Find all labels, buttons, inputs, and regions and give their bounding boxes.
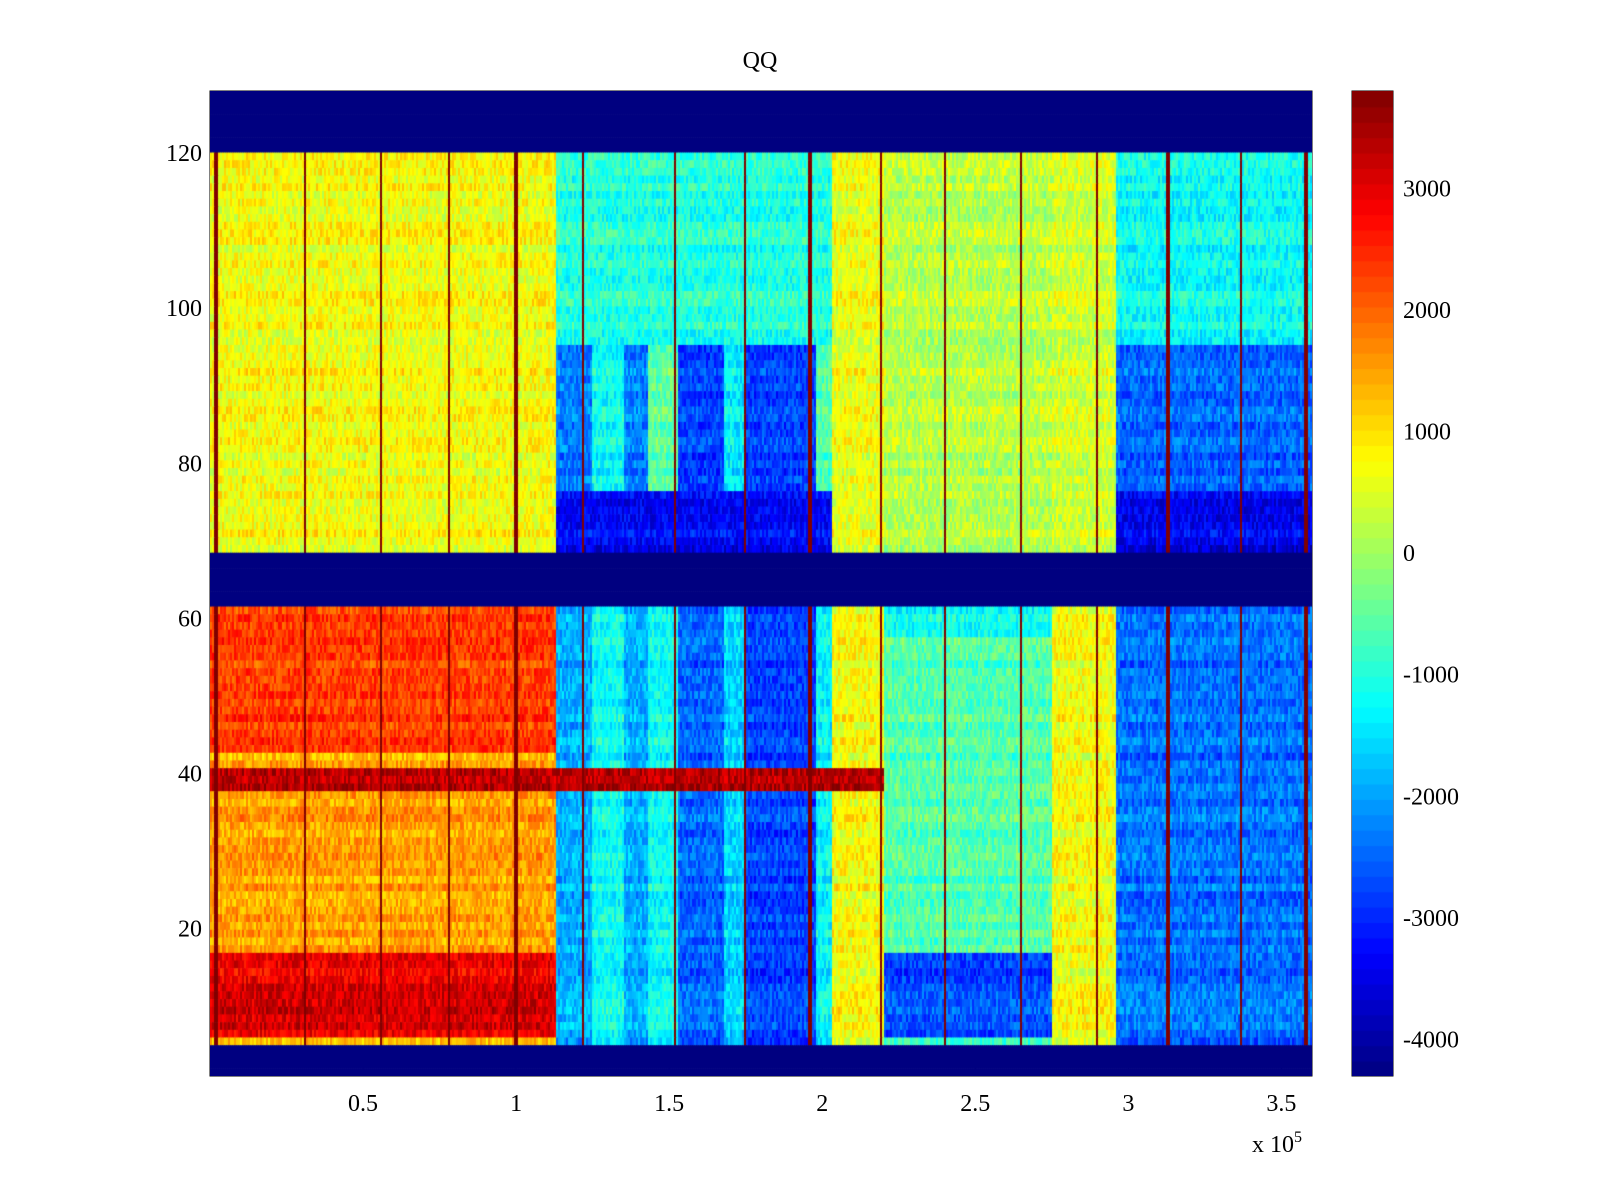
x-multiplier-base: x 10 [1252,1132,1294,1158]
x-multiplier: x 105 [1252,1129,1302,1158]
colorbar-tick-label: 1000 [1403,419,1451,445]
y-tick-label: 40 [178,762,202,788]
colorbar-tick-label: -3000 [1403,906,1459,932]
x-tick-label: 2.5 [960,1091,990,1117]
colorbar-tick-label: -4000 [1403,1028,1459,1054]
colorbar-tick-label: -1000 [1403,663,1459,689]
x-tick-label: 3 [1122,1091,1134,1117]
x-tick-label: 2 [816,1091,828,1117]
colorbar-tick-label: -2000 [1403,784,1459,810]
colorbar-tick-label: 0 [1403,541,1415,567]
colorbar-tick-label: 2000 [1403,298,1451,324]
x-multiplier-exponent: 5 [1294,1129,1302,1146]
colorbar-tick-label: 3000 [1403,176,1451,202]
heatmap-image [210,91,1312,1076]
colorbar-gradient [1352,91,1393,1076]
y-tick-label: 100 [166,296,202,322]
x-tick-label: 0.5 [348,1091,378,1117]
x-tick-label: 3.5 [1266,1091,1296,1117]
y-tick-label: 20 [178,917,202,943]
y-tick-label: 60 [178,606,202,632]
x-tick-label: 1 [510,1091,522,1117]
y-axis-ticks: 20 40 60 80 100 120 [166,141,1312,943]
y-tick-label: 80 [178,451,202,477]
y-tick-label: 120 [166,141,202,167]
colorbar-ticks: 3000 2000 1000 0 -1000 -2000 -3000 -4000 [1352,176,1459,1054]
x-tick-label: 1.5 [654,1091,684,1117]
chart-title: QQ [743,48,778,74]
